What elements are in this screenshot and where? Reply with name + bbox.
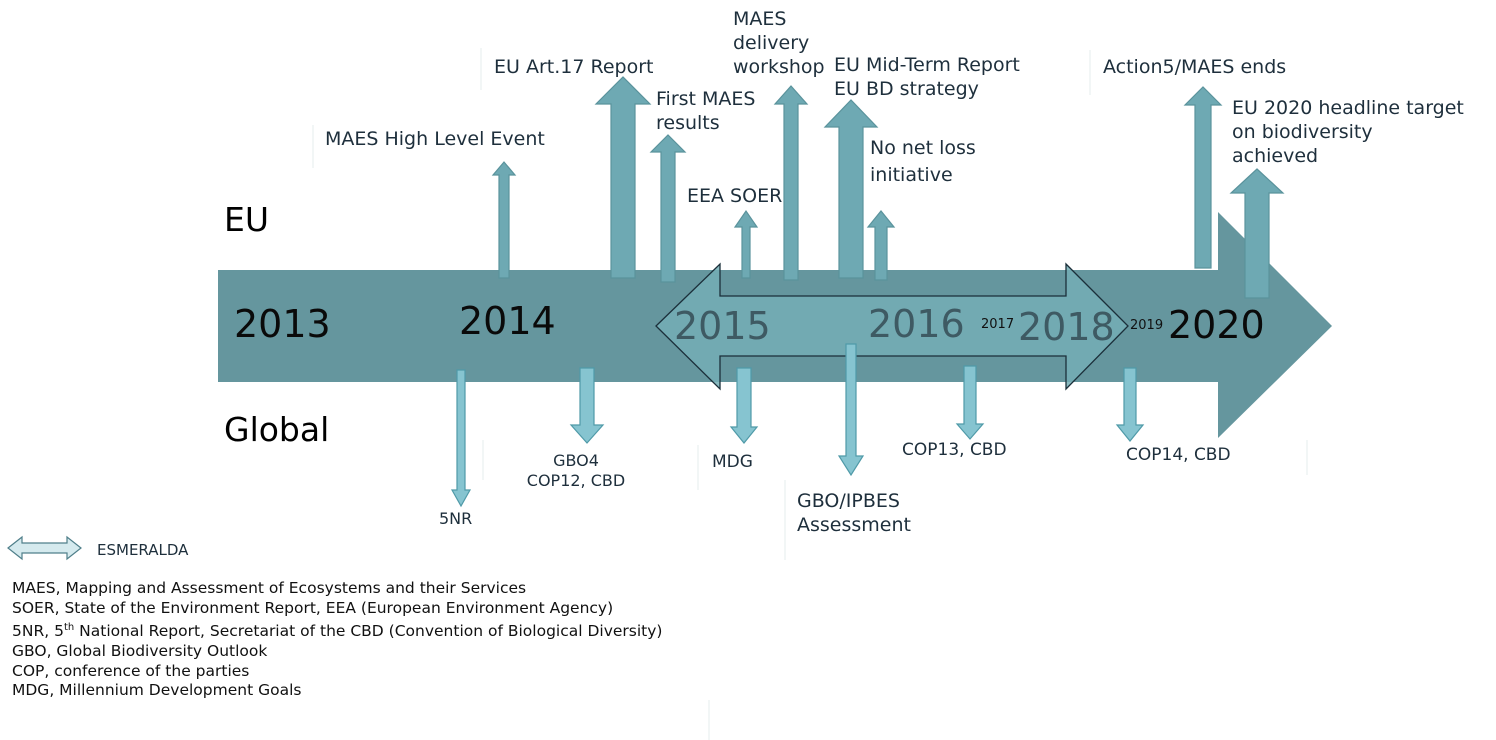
label-eu-art17-report: EU Art.17 Report	[494, 56, 654, 78]
legend-esmeralda-arrow	[7, 535, 82, 561]
global-arrow-gbo-ipbes	[837, 343, 865, 477]
label-mid-term-line1: EU Mid-Term Report	[834, 54, 1020, 76]
label-cop14-cbd: COP14, CBD	[1126, 445, 1231, 465]
label-eea-soer: EEA SOER	[687, 185, 783, 207]
glossary-5nr-sup: th	[63, 622, 75, 634]
year-2017: 2017	[981, 317, 1015, 332]
year-2016: 2016	[868, 302, 965, 346]
eu-arrow-eea-soer	[733, 209, 759, 279]
label-gbo4-line1: GBO4	[553, 451, 599, 470]
year-2018: 2018	[1018, 305, 1115, 349]
year-2019: 2019	[1130, 318, 1164, 333]
eu-arrow-maes-high-level	[491, 161, 517, 279]
label-first-maes-line2: results	[656, 112, 720, 134]
label-gbo4-cop12: GBO4 COP12, CBD	[516, 451, 636, 491]
label-gbo-ipbes-line1: GBO/IPBES	[797, 490, 900, 512]
global-arrow-cop13	[955, 365, 985, 440]
global-arrow-5nr	[450, 369, 472, 508]
label-target-line1: EU 2020 headline target	[1232, 97, 1464, 119]
eu-arrow-maes-workshop	[773, 85, 809, 281]
glossary-cop: COP, conference of the parties	[12, 661, 250, 680]
label-maes-workshop-line3: workshop	[733, 56, 825, 78]
label-cop13-cbd: COP13, CBD	[902, 440, 1007, 460]
label-mid-term-line2: EU BD strategy	[834, 78, 979, 100]
label-eu-mid-term-report: EU Mid-Term Report EU BD strategy	[834, 53, 1020, 101]
label-first-maes-results: First MAES results	[656, 87, 755, 135]
global-arrow-gbo4	[569, 367, 605, 444]
label-no-net-loss-line1: No net loss	[870, 137, 976, 159]
glossary: MAES, Mapping and Assessment of Ecosyste…	[12, 579, 662, 701]
label-gbo4-line2: COP12, CBD	[526, 471, 626, 490]
glossary-5nr: 5NR, 5th National Report, Secretariat of…	[12, 618, 662, 642]
label-mdg: MDG	[712, 452, 753, 472]
label-maes-delivery-workshop: MAES delivery workshop	[733, 7, 825, 79]
eu-arrow-mid-term	[823, 99, 879, 279]
glossary-maes: MAES, Mapping and Assessment of Ecosyste…	[12, 579, 527, 597]
label-target-line2: on biodiversity	[1232, 121, 1373, 143]
year-2020: 2020	[1168, 303, 1265, 347]
eu-arrow-action5	[1183, 86, 1223, 269]
eu-row-label: EU	[224, 200, 270, 239]
esmeralda-arrow	[655, 262, 1129, 391]
label-maes-workshop-line2: delivery	[733, 32, 810, 54]
label-target-line3: achieved	[1232, 145, 1319, 167]
year-2014: 2014	[459, 299, 556, 343]
label-maes-workshop-line1: MAES	[733, 8, 787, 30]
glossary-5nr-prefix: 5NR, 5	[12, 622, 64, 641]
eu-arrow-no-net-loss	[866, 210, 896, 281]
label-no-net-loss-line2: initiative	[870, 164, 953, 186]
label-eu-2020-target: EU 2020 headline target on biodiversity …	[1232, 96, 1464, 168]
eu-arrow-2020-target	[1229, 168, 1285, 299]
label-action5-maes-ends: Action5/MAES ends	[1103, 56, 1287, 78]
global-arrow-cop14	[1115, 367, 1145, 442]
eu-arrow-first-maes	[649, 134, 687, 283]
glossary-soer: SOER, State of the Environment Report, E…	[12, 598, 614, 617]
label-no-net-loss-initiative: No net loss initiative	[870, 135, 976, 189]
label-5nr: 5NR	[439, 509, 473, 528]
year-2013: 2013	[234, 302, 331, 346]
year-2015: 2015	[674, 304, 771, 348]
glossary-gbo: GBO, Global Biodiversity Outlook	[12, 641, 268, 660]
global-row-label: Global	[224, 410, 330, 449]
eu-arrow-art17	[594, 76, 652, 279]
global-arrow-mdg	[729, 367, 759, 444]
glossary-5nr-rest: National Report, Secretariat of the CBD …	[74, 622, 663, 641]
legend-esmeralda-label: ESMERALDA	[97, 541, 189, 559]
label-maes-high-level-event: MAES High Level Event	[325, 128, 545, 150]
label-first-maes-line1: First MAES	[656, 88, 756, 110]
label-gbo-ipbes-line2: Assessment	[797, 514, 911, 536]
glossary-mdg: MDG, Millennium Development Goals	[12, 681, 302, 700]
label-gbo-ipbes-assessment: GBO/IPBES Assessment	[797, 489, 911, 537]
